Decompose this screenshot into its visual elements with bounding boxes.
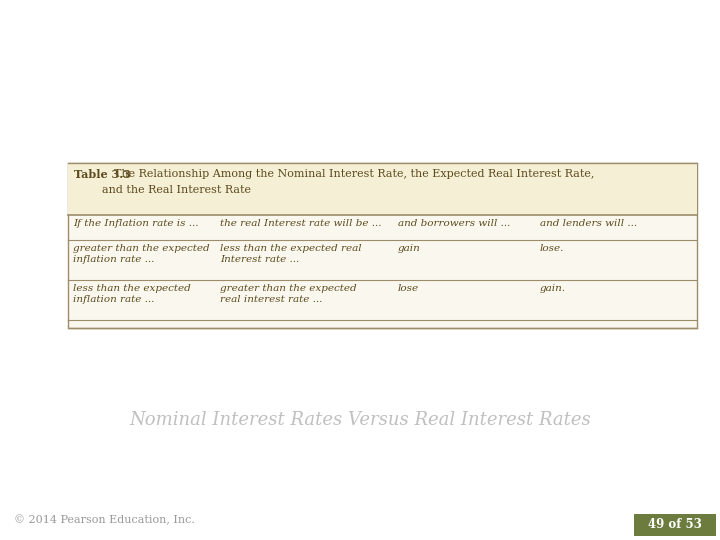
Text: greater than the expected
inflation rate ...: greater than the expected inflation rate… xyxy=(73,244,210,265)
Bar xyxy=(68,163,697,215)
Text: less than the expected real
Interest rate ...: less than the expected real Interest rat… xyxy=(220,244,361,265)
Text: 49 of 53: 49 of 53 xyxy=(648,518,702,531)
Text: The Relationship Among the Nominal Interest Rate, the Expected Real Interest Rat: The Relationship Among the Nominal Inter… xyxy=(107,169,595,179)
Text: Table 3.3: Table 3.3 xyxy=(74,169,131,180)
Bar xyxy=(634,514,716,536)
Text: © 2014 Pearson Education, Inc.: © 2014 Pearson Education, Inc. xyxy=(14,515,195,525)
Text: If the Inflation rate is ...: If the Inflation rate is ... xyxy=(73,219,199,228)
Text: less than the expected
inflation rate ...: less than the expected inflation rate ..… xyxy=(73,284,191,305)
Bar xyxy=(68,163,697,328)
Text: gain: gain xyxy=(398,244,420,253)
Text: lose: lose xyxy=(398,284,419,293)
Text: and borrowers will ...: and borrowers will ... xyxy=(398,219,510,228)
Text: greater than the expected
real interest rate ...: greater than the expected real interest … xyxy=(220,284,356,305)
Text: and the Real Interest Rate: and the Real Interest Rate xyxy=(74,185,251,195)
Text: and lenders will ...: and lenders will ... xyxy=(540,219,637,228)
Text: gain.: gain. xyxy=(540,284,566,293)
Text: Nominal Interest Rates Versus Real Interest Rates: Nominal Interest Rates Versus Real Inter… xyxy=(129,411,591,429)
Text: the real Interest rate will be ...: the real Interest rate will be ... xyxy=(220,219,382,228)
Text: lose.: lose. xyxy=(540,244,564,253)
